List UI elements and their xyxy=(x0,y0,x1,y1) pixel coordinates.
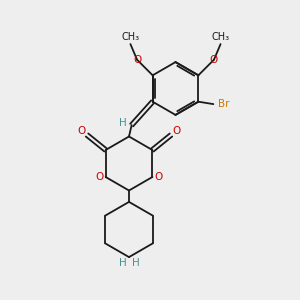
Text: O: O xyxy=(95,172,104,182)
Text: H: H xyxy=(118,258,126,268)
Text: O: O xyxy=(209,55,218,65)
Text: O: O xyxy=(172,126,181,136)
Text: CH₃: CH₃ xyxy=(122,32,140,43)
Text: H: H xyxy=(132,258,140,268)
Text: CH₃: CH₃ xyxy=(212,32,230,43)
Text: Br: Br xyxy=(218,99,229,109)
Text: O: O xyxy=(77,126,86,136)
Text: H: H xyxy=(119,118,127,128)
Text: O: O xyxy=(154,172,163,182)
Text: O: O xyxy=(133,55,142,65)
